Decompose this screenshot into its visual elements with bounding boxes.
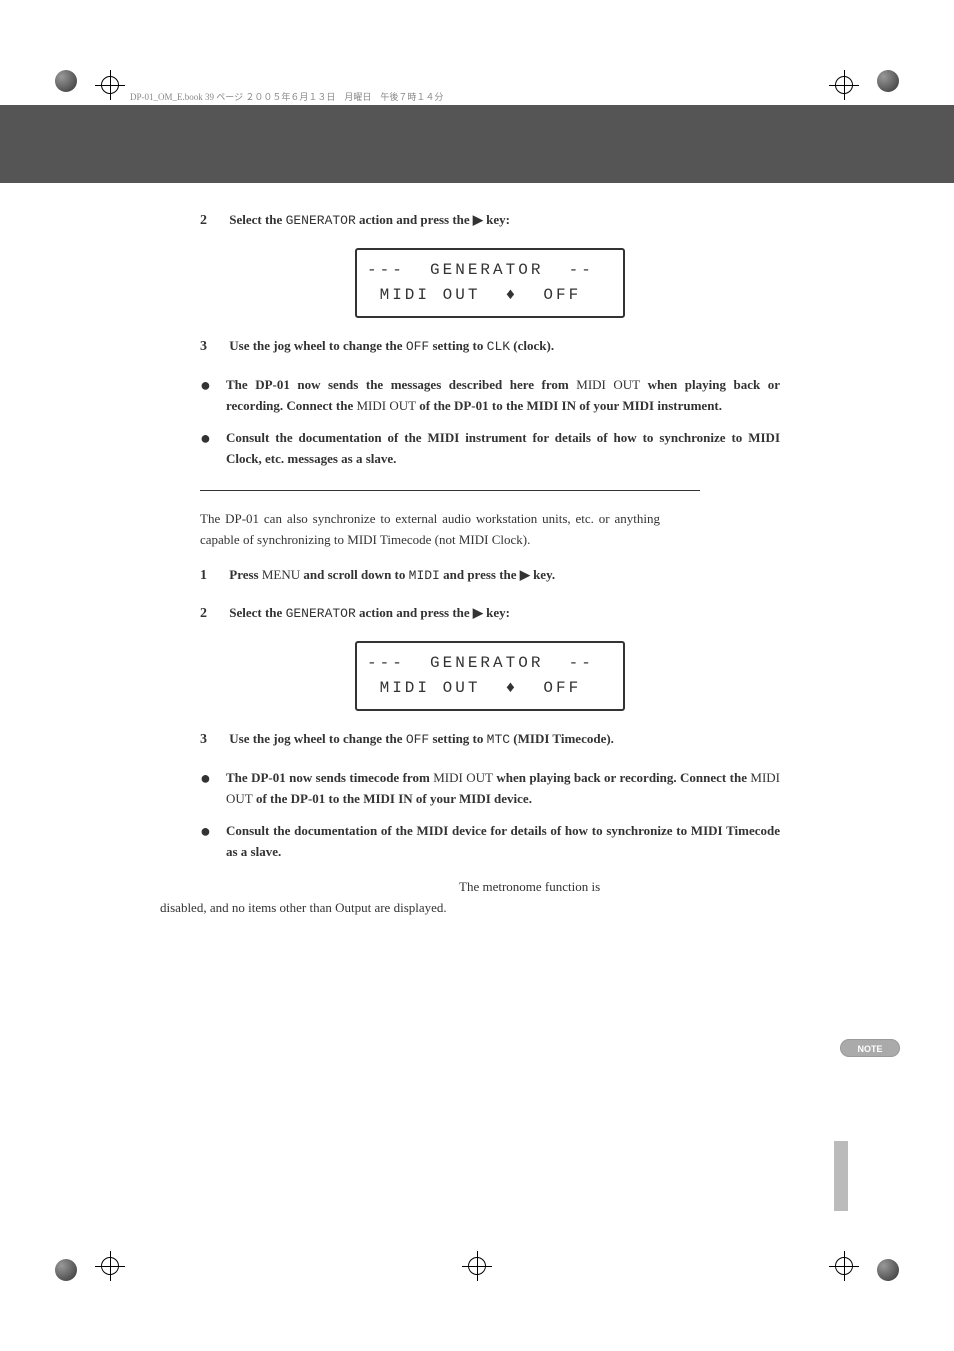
header-banner — [0, 105, 954, 183]
s2-intro: The DP-01 can also synchronize to extern… — [200, 509, 660, 551]
lcd-line: --- GENERATOR -- — [367, 651, 613, 677]
bullet-text: The DP-01 now sends timecode from MIDI O… — [226, 768, 780, 810]
print-ball-tr — [877, 70, 899, 92]
s1-step3: 3 Use the jog wheel to change the OFF se… — [200, 336, 780, 358]
side-tab — [834, 1141, 848, 1211]
lcd-line: MIDI OUT ♦ OFF — [367, 283, 613, 309]
step-text: Select the GENERATOR action and press th… — [229, 210, 659, 232]
step-number: 2 — [200, 210, 226, 232]
bullet-text: The DP-01 now sends the messages describ… — [226, 375, 780, 417]
page-content: 2 Select the GENERATOR action and press … — [200, 210, 780, 919]
print-ball-bl — [55, 1259, 77, 1281]
print-ball-br — [877, 1259, 899, 1281]
step-text: Use the jog wheel to change the OFF sett… — [229, 729, 659, 751]
registration-mark-tr — [829, 70, 859, 100]
s2-bullet1: ● The DP-01 now sends timecode from MIDI… — [200, 768, 780, 810]
final-note-line2: disabled, and no items other than Output… — [160, 898, 660, 919]
s1-bullet2: ● Consult the documentation of the MIDI … — [200, 428, 780, 470]
final-note: xxxxxxxxxxxxxxxxxxxxxxxxxxxxxxxxxxxxxxxx… — [160, 877, 680, 898]
print-ball-tl — [55, 70, 77, 92]
s1-step2: 2 Select the GENERATOR action and press … — [200, 210, 780, 232]
lcd-line: --- GENERATOR -- — [367, 258, 613, 284]
s2-step1: 1 Press MENU and scroll down to MIDI and… — [200, 565, 780, 587]
lcd-line: MIDI OUT ♦ OFF — [367, 676, 613, 702]
header-meta-text: DP-01_OM_E.book 39 ページ ２００５年６月１３日 月曜日 午後… — [130, 90, 443, 103]
step-text: Use the jog wheel to change the OFF sett… — [229, 336, 659, 358]
s2-step3: 3 Use the jog wheel to change the OFF se… — [200, 729, 780, 751]
step-number: 2 — [200, 603, 226, 625]
step-number: 1 — [200, 565, 226, 587]
bullet-text: Consult the documentation of the MIDI de… — [226, 821, 780, 863]
s2-bullet2: ● Consult the documentation of the MIDI … — [200, 821, 780, 863]
bullet-text: Consult the documentation of the MIDI in… — [226, 428, 780, 470]
registration-mark-bl — [95, 1251, 125, 1281]
section-divider — [200, 490, 700, 491]
bullet-icon: ● — [200, 768, 226, 810]
step-text: Press MENU and scroll down to MIDI and p… — [229, 565, 659, 587]
step-number: 3 — [200, 336, 226, 358]
bullet-icon: ● — [200, 821, 226, 863]
lcd-display-2: --- GENERATOR -- MIDI OUT ♦ OFF — [355, 641, 625, 711]
registration-mark-tl — [95, 70, 125, 100]
lcd-display-1: --- GENERATOR -- MIDI OUT ♦ OFF — [355, 248, 625, 318]
bullet-icon: ● — [200, 428, 226, 470]
note-badge: NOTE — [840, 1039, 900, 1057]
s2-step2: 2 Select the GENERATOR action and press … — [200, 603, 780, 625]
registration-mark-br — [829, 1251, 859, 1281]
step-text: Select the GENERATOR action and press th… — [229, 603, 659, 625]
registration-mark-bc — [462, 1251, 492, 1281]
bullet-icon: ● — [200, 375, 226, 417]
step-number: 3 — [200, 729, 226, 751]
s1-bullet1: ● The DP-01 now sends the messages descr… — [200, 375, 780, 417]
